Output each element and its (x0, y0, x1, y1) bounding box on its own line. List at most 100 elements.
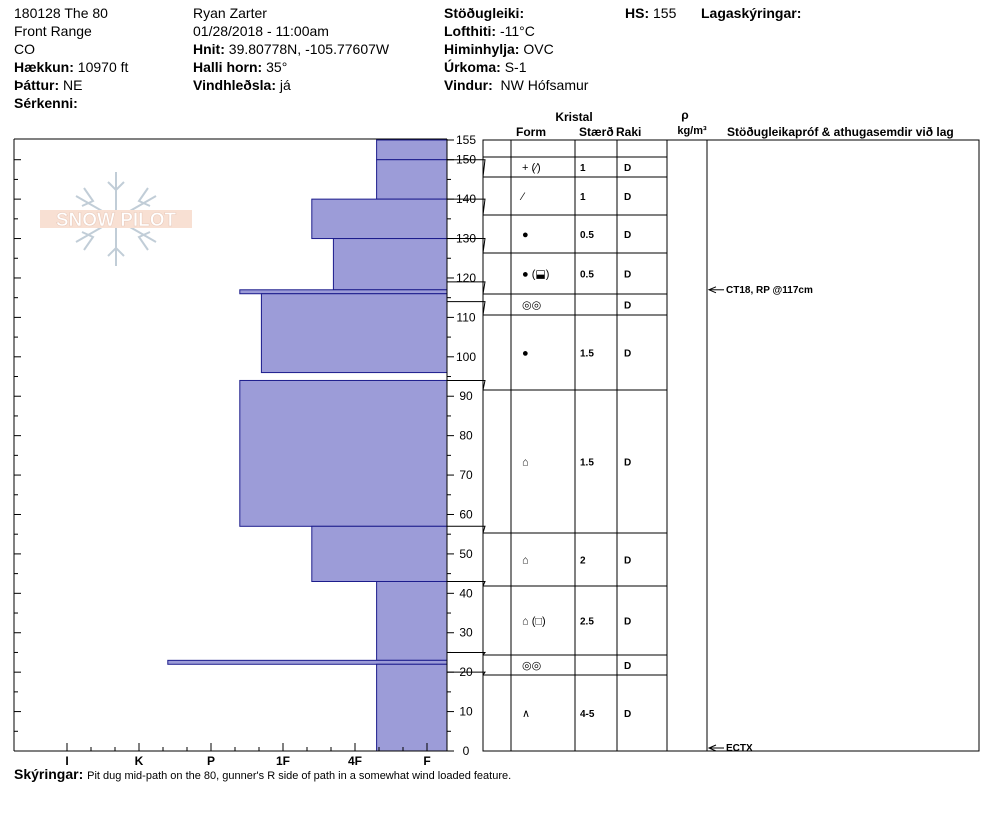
airtemp-value: -11°C (499, 23, 535, 39)
hardness-bar (260, 293, 448, 374)
layer-size: 1 (580, 192, 586, 203)
logo-text: SNOW PILOT (56, 210, 177, 231)
slope-value: 35° (266, 59, 288, 75)
airtemp-label: Lofthiti: (444, 23, 497, 39)
aspect-value: NE (63, 77, 83, 93)
crystal-header: Kristal (555, 110, 592, 124)
sky-label: Himinhylja: (444, 41, 520, 57)
height-tick-label: 100 (456, 350, 476, 364)
layer-connector (447, 671, 486, 676)
layer-connector (447, 198, 486, 216)
layer-connector (447, 379, 486, 391)
height-tick-label: 0 (463, 744, 470, 758)
hardness-tick-label: F (423, 754, 430, 768)
layer-moisture: D (624, 458, 631, 469)
layer-connector (447, 159, 486, 178)
layer-notes-row: Lagaskýringar: (701, 4, 801, 22)
layer-connector (447, 301, 486, 316)
state-name: CO (14, 41, 35, 57)
hs-label: HS: (625, 5, 650, 21)
hardness-bar (376, 580, 448, 661)
windload-value: já (279, 77, 291, 93)
size-header: Stærð (579, 125, 614, 139)
aspect-label: Þáttur: (14, 77, 60, 93)
height-tick-label: 60 (459, 507, 473, 521)
height-tick-label: 10 (459, 705, 473, 719)
site-name: 180128 The 80 (14, 5, 108, 21)
windload-row: Vindhleðsla: já (193, 76, 389, 94)
table-frame (482, 139, 980, 752)
precip-label: Úrkoma: (444, 59, 501, 75)
layer-form: ⌂ (□) (522, 616, 546, 628)
hardness-tick-label: I (65, 754, 68, 768)
layer-moisture: D (624, 270, 631, 281)
header-col-site: 180128 The 80 Front Range CO Hækkun: 109… (14, 4, 128, 112)
notes-text: Pit dug mid-path on the 80, gunner's R s… (87, 770, 512, 782)
height-tick-label: 110 (456, 310, 475, 324)
elevation-row: Hækkun: 10970 ft (14, 58, 128, 76)
pit-notes: Skýringar: Pit dug mid-path on the 80, g… (14, 766, 511, 782)
layer-size: 4-5 (580, 709, 595, 720)
height-tick-label: 30 (459, 626, 473, 640)
height-tick-label: 120 (456, 271, 476, 285)
test-arrowhead (707, 744, 717, 752)
notes-label: Skýringar: (14, 766, 84, 782)
layer-form: ◎◎ (522, 660, 541, 672)
layer-moisture: D (624, 349, 631, 360)
test-label: ECTX (726, 743, 753, 754)
tests-header: Stöðugleikapróf & athugasemdir við lag (727, 125, 954, 139)
layer-form: ● (⬓) (522, 269, 549, 281)
hardness-bar (311, 525, 448, 582)
windload-label: Vindhleðsla: (193, 77, 276, 93)
layer-size: 1.5 (580, 349, 594, 360)
hardness-bar (239, 289, 448, 295)
logo-band (40, 210, 192, 228)
hardness-tick-label: 1F (276, 754, 290, 768)
layer-moisture: D (624, 556, 631, 567)
layer-form: ⌂ (522, 555, 529, 567)
height-tick-label: 40 (459, 586, 473, 600)
hardness-frame (13, 138, 448, 752)
layer-form: ⌂ (522, 457, 529, 469)
density-unit-header: kg/m³ (677, 125, 707, 137)
layer-size: 0.5 (580, 230, 594, 241)
stability-tests: CT18, RP @117cm ECTX (707, 285, 813, 754)
airtemp-row: Lofthiti: -11°C (444, 22, 588, 40)
height-tick-label: 90 (459, 389, 473, 403)
layer-moisture: D (624, 709, 631, 720)
precip-row: Úrkoma: S-1 (444, 58, 588, 76)
layer-size: 2 (580, 556, 586, 567)
elevation-value: 10970 ft (77, 59, 129, 75)
layer-moisture: D (624, 230, 631, 241)
wind-row: Vindur: NW Hófsamur (444, 76, 588, 94)
hardness-bar (332, 238, 448, 291)
form-header: Form (516, 125, 546, 139)
layer-moisture: D (624, 192, 631, 203)
coords-label: Hnit: (193, 41, 225, 57)
layer-form: ⁄ (519, 191, 526, 203)
elevation-label: Hækkun: (14, 59, 74, 75)
observation-datetime: 01/28/2018 - 11:00am (193, 23, 329, 39)
layer-connector (447, 580, 486, 587)
height-tick-label: 80 (459, 429, 473, 443)
layer-connector (447, 281, 486, 295)
moisture-header: Raki (616, 125, 641, 139)
hardness-tick-label: K (135, 754, 144, 768)
observer-name: Ryan Zarter (193, 5, 267, 21)
wind-value: NW Hófsamur (500, 77, 589, 93)
layer-form: ● (522, 348, 529, 360)
stability-row: Stöðugleiki: (444, 4, 588, 22)
hardness-bar (376, 139, 448, 161)
hs-value: 155 (653, 5, 677, 21)
layer-moisture: D (624, 661, 631, 672)
layer-size: 1 (580, 163, 586, 174)
hardness-tick-label: P (207, 754, 215, 768)
height-tick-label: 50 (459, 547, 473, 561)
precip-value: S-1 (504, 59, 527, 75)
stability-label: Stöðugleiki: (444, 5, 525, 21)
hardness-axis: I K P 1F 4F F (65, 743, 431, 768)
sky-value: OVC (523, 41, 554, 57)
header-col-weather: Stöðugleiki: Lofthiti: -11°C Himinhylja:… (444, 4, 588, 94)
layer-size: 0.5 (580, 270, 594, 281)
